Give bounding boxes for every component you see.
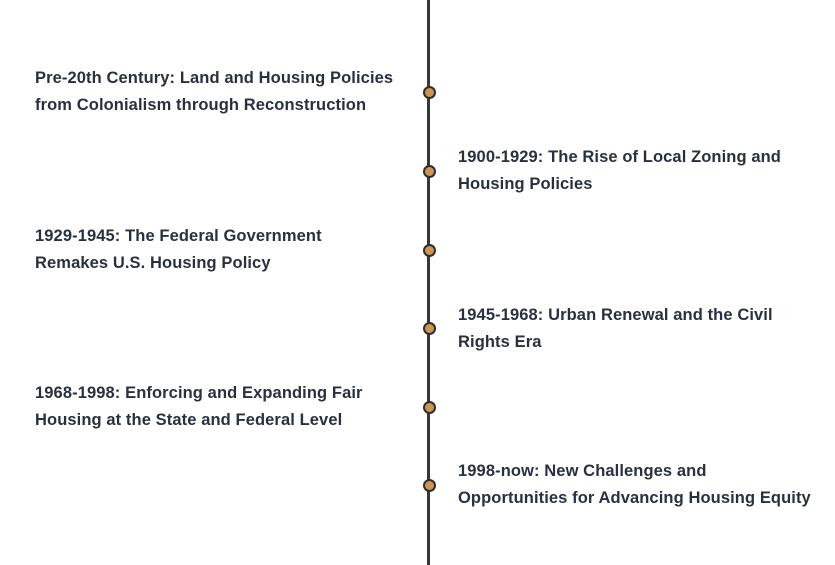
timeline-entry-label: Pre-20th Century: Land and Housing Polic… [35, 69, 394, 87]
timeline-marker-dot [422, 321, 436, 335]
timeline-entry-label: Remakes U.S. Housing Policy [35, 254, 271, 272]
timeline-marker-dot [422, 164, 436, 178]
timeline-entry-1968-1998: 1968-1998: Enforcing and Expanding Fair … [35, 380, 363, 434]
timeline-entry-label: Housing Policies [458, 175, 593, 193]
timeline-entry-1998-now: 1998-now: New Challenges and Opportuniti… [458, 458, 811, 512]
timeline-entry-label: 1968-1998: Enforcing and Expanding Fair [35, 384, 363, 402]
timeline-marker-dot [422, 243, 436, 257]
timeline-entry-label: 1998-now: New Challenges and [458, 462, 707, 480]
timeline-entry-label: 1945-1968: Urban Renewal and the Civil [458, 306, 773, 324]
timeline-entry-label: 1929-1945: The Federal Government [35, 227, 322, 245]
timeline-entry-label: Rights Era [458, 333, 542, 351]
timeline-entry-1929-1945: 1929-1945: The Federal Government Remake… [35, 223, 322, 277]
timeline-entry-label: 1900-1929: The Rise of Local Zoning and [458, 148, 781, 166]
timeline-marker-dot [422, 478, 436, 492]
timeline-marker-dot [422, 400, 436, 414]
timeline-entry-label: from Colonialism through Reconstruction [35, 96, 367, 114]
timeline-marker-dot [422, 85, 436, 99]
timeline-entry-1945-1968: 1945-1968: Urban Renewal and the Civil R… [458, 302, 773, 356]
timeline-entry-pre-20th-century: Pre-20th Century: Land and Housing Polic… [35, 65, 393, 119]
timeline-entry-label: Housing at the State and Federal Level [35, 411, 343, 429]
timeline-entry-1900-1929: 1900-1929: The Rise of Local Zoning and … [458, 144, 781, 198]
timeline-axis-line [427, 0, 430, 565]
timeline-entry-label: Opportunities for Advancing Housing Equi… [458, 489, 811, 507]
